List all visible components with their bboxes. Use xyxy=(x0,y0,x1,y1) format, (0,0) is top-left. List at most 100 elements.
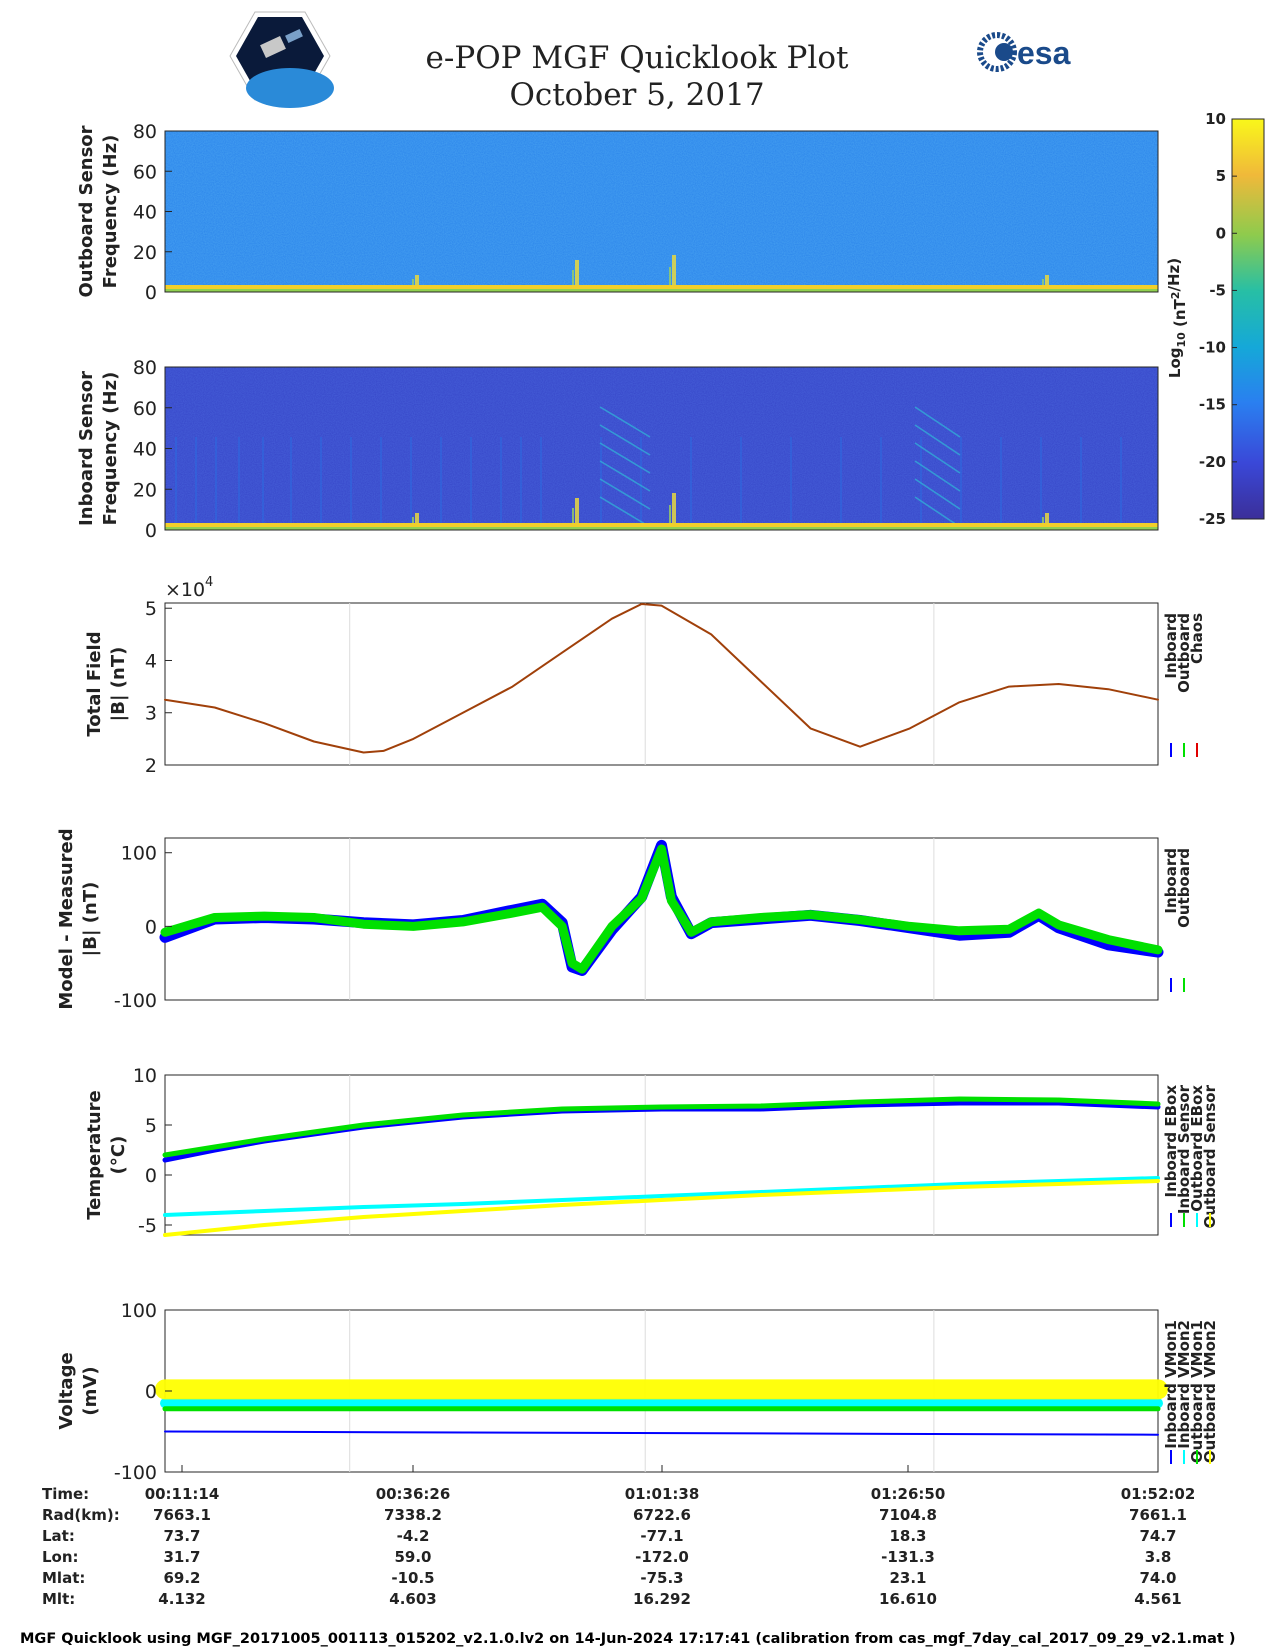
inboard-spectrogram-streak xyxy=(790,437,792,530)
inboard-spectrogram-streak xyxy=(470,437,472,530)
temperature-ylabel: Temperature xyxy=(84,1090,105,1219)
inboard-spectrogram-burst xyxy=(672,493,676,523)
temperature-legend-label: Outboard EBox xyxy=(1188,1085,1206,1212)
time-axis-value: 4.603 xyxy=(389,1590,436,1608)
outboard-spectrogram-ytick-label: 0 xyxy=(145,282,157,304)
total-field-legend-label: Outboard xyxy=(1175,613,1193,693)
inboard-spectrogram-wave-trace xyxy=(914,460,961,492)
colorbar-label-part: 10 xyxy=(1175,332,1188,348)
outboard-spectrogram-burst xyxy=(672,255,676,285)
inboard-spectrogram-wave-trace xyxy=(914,424,961,456)
colorbar-label-part: Log xyxy=(1166,347,1184,378)
total-field-ylabel: |B| (nT) xyxy=(108,647,129,722)
outboard-spectrogram-burst xyxy=(575,260,579,285)
total-field-multiplier-exp: 4 xyxy=(205,575,213,590)
esa-logo: esa xyxy=(977,32,1071,72)
time-axis-value: 74.0 xyxy=(1139,1569,1176,1587)
inboard-spectrogram-ylabel: Inboard Sensor xyxy=(76,371,97,526)
footer-note: MGF Quicklook using MGF_20171005_001113_… xyxy=(20,1631,1236,1647)
inboard-spectrogram-streak xyxy=(840,437,842,530)
temperature-ytick-label: 0 xyxy=(145,1165,157,1187)
inboard-spectrogram-burst xyxy=(415,513,419,523)
inboard-spectrogram-streak xyxy=(320,437,322,530)
total-field-legend-label: Chaos xyxy=(1188,613,1206,664)
time-axis-value: 59.0 xyxy=(394,1548,431,1566)
outboard-spectrogram-ytick-label: 60 xyxy=(133,161,157,183)
total-field-legend-label: Inboard xyxy=(1162,613,1180,679)
outboard-spectrogram-band-edge xyxy=(165,289,1158,292)
plot-title: e-POP MGF Quicklook Plot xyxy=(426,40,849,76)
voltage-ytick-label: 0 xyxy=(145,1381,157,1403)
inboard-spectrogram-streak xyxy=(520,437,522,530)
time-axis-value: 3.8 xyxy=(1145,1548,1172,1566)
colorbar-tick-label: 10 xyxy=(1205,110,1226,128)
inboard-spectrogram-streak xyxy=(640,437,642,530)
inboard-spectrogram-streak xyxy=(440,437,442,530)
outboard-spectrogram-low-freq-band xyxy=(165,285,1158,289)
outboard-spectrogram-ylabel: Outboard Sensor xyxy=(76,125,97,297)
model-minus-measured-panel: -100 0 100 Model - Measured |B| (nT) InboardO… xyxy=(56,828,1193,1012)
colorbar xyxy=(1231,118,1265,520)
inboard-spectrogram-wave-trace xyxy=(914,478,961,510)
model-minus-measured-ylabel: Model - Measured xyxy=(56,828,77,1009)
temperature-ytick-label: 5 xyxy=(145,1115,157,1137)
inboard-spectrogram-burst xyxy=(669,505,671,523)
voltage-legend-label: Inboard VMon1 xyxy=(1162,1320,1180,1449)
time-axis-value: 69.2 xyxy=(163,1569,200,1587)
inboard-spectrogram-streak xyxy=(238,437,240,530)
inboard-spectrogram-wave-trace xyxy=(599,478,651,510)
total-field-axes-box xyxy=(164,602,1159,766)
colorbar-label-part: 2 xyxy=(1169,292,1182,300)
time-axis-value: -172.0 xyxy=(635,1548,689,1566)
time-axis-value: 16.292 xyxy=(633,1590,691,1608)
svg-text:esa: esa xyxy=(1017,35,1071,71)
time-axis-value: 4.132 xyxy=(158,1590,205,1608)
colorbar-tick-label: -20 xyxy=(1199,453,1226,471)
colorbar-tick-label: -5 xyxy=(1209,281,1226,299)
time-axis-row-label: Lat: xyxy=(42,1527,75,1545)
inboard-spectrogram-low-freq-band xyxy=(165,523,1158,527)
total-field-ytick-label: 2 xyxy=(145,755,157,777)
inboard-spectrogram-streak xyxy=(690,437,692,530)
inboard-spectrogram-ytick-label: 80 xyxy=(133,357,157,379)
model-minus-measured-series-line xyxy=(160,844,1163,974)
time-axis-value: -10.5 xyxy=(391,1569,434,1587)
temperature-series-line xyxy=(163,1176,1160,1217)
colorbar-label: Log10 (nT2/Hz) xyxy=(1165,258,1189,378)
inboard-spectrogram-streak xyxy=(175,437,177,530)
inboard-spectrogram-wave-trace xyxy=(599,406,651,438)
temperature-legend-label: Inboard Sensor xyxy=(1175,1084,1193,1214)
outboard-spectrogram-burst xyxy=(1042,279,1044,285)
time-axis-row-label: Rad(km): xyxy=(42,1506,120,1524)
time-axis-value: 31.7 xyxy=(163,1548,200,1566)
voltage-legend-label: Outboard VMon1 xyxy=(1188,1320,1206,1463)
inboard-spectrogram-streak xyxy=(1080,437,1082,530)
temperature-series-line xyxy=(163,1179,1160,1237)
colorbar-tick-label: -10 xyxy=(1199,339,1226,357)
temperature-ytick-label: -5 xyxy=(138,1215,157,1237)
time-axis-row-label: Mlt: xyxy=(42,1590,75,1608)
time-axis-value: -77.1 xyxy=(640,1527,683,1545)
model-minus-measured-ytick-label: 0 xyxy=(145,916,157,938)
inboard-spectrogram-texture xyxy=(165,367,1158,530)
inboard-spectrogram-wave-trace xyxy=(599,442,651,474)
inboard-spectrogram-streak xyxy=(880,437,882,530)
total-field-multiplier: ×10 xyxy=(165,579,205,601)
inboard-spectrogram-streak xyxy=(960,437,962,530)
outboard-spectrogram-burst xyxy=(412,279,414,285)
total-field-ylabel: Total Field xyxy=(84,631,105,736)
outboard-spectrogram-ylabel: Frequency (Hz) xyxy=(100,135,121,289)
model-minus-measured-legend-label: Inboard xyxy=(1162,848,1180,914)
time-axis-value: -131.3 xyxy=(881,1548,935,1566)
inboard-spectrogram-streak xyxy=(215,437,217,530)
time-axis-value: 6722.6 xyxy=(633,1506,691,1524)
temperature-ytick-label: 10 xyxy=(133,1065,157,1087)
inboard-spectrogram-streak xyxy=(350,437,352,530)
time-axis-value: 7661.1 xyxy=(1129,1506,1187,1524)
temperature-series-line xyxy=(162,1096,1161,1158)
time-axis-value: 4.561 xyxy=(1134,1590,1181,1608)
time-axis-value: 01:26:50 xyxy=(871,1485,946,1503)
total-field-ytick-label: 5 xyxy=(145,598,157,620)
